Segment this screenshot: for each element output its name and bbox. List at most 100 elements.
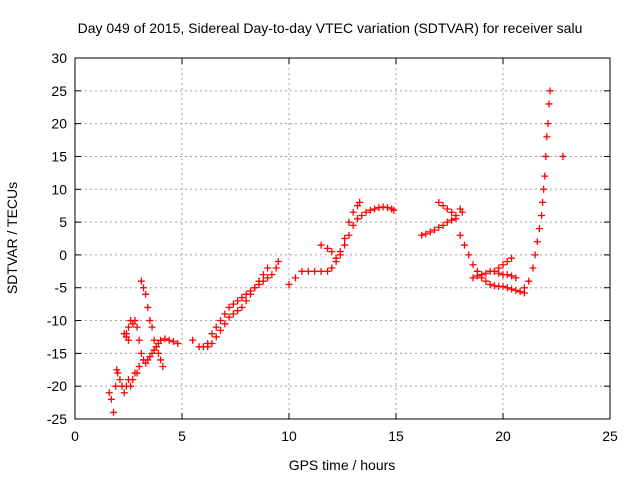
grid xyxy=(75,58,610,419)
data-point xyxy=(542,152,550,160)
data-point xyxy=(125,323,132,331)
data-point xyxy=(169,338,177,346)
data-point xyxy=(366,206,374,214)
data-point xyxy=(212,333,220,341)
data-point xyxy=(375,204,383,212)
data-point xyxy=(255,277,263,285)
data-point xyxy=(545,100,553,108)
plot-frame xyxy=(74,57,611,420)
data-point xyxy=(105,389,113,397)
data-point xyxy=(116,376,124,384)
data-point xyxy=(264,274,272,282)
data-point xyxy=(120,389,128,397)
data-point xyxy=(379,203,387,211)
data-point xyxy=(559,152,567,160)
data-point xyxy=(540,185,548,193)
data-point xyxy=(499,261,507,269)
data-point xyxy=(499,282,507,290)
data-point xyxy=(189,336,197,344)
data-point xyxy=(137,277,145,285)
y-tick-label: 20 xyxy=(51,116,67,132)
data-point xyxy=(229,310,237,318)
data-point xyxy=(452,212,460,220)
y-tick-label: -20 xyxy=(47,378,67,394)
data-point xyxy=(148,323,156,331)
data-point xyxy=(486,280,494,288)
data-point xyxy=(503,257,511,265)
data-point xyxy=(144,303,152,311)
data-point xyxy=(157,356,165,364)
data-point xyxy=(328,264,336,272)
x-tick-label: 15 xyxy=(388,428,404,444)
data-point xyxy=(133,369,141,377)
data-point xyxy=(478,271,486,279)
data-point xyxy=(234,297,242,305)
data-point xyxy=(443,218,451,226)
data-point xyxy=(317,267,325,275)
data-point xyxy=(208,340,216,348)
data-point xyxy=(317,241,325,249)
data-point xyxy=(495,264,503,272)
data-point xyxy=(332,254,340,262)
data-point xyxy=(328,248,336,256)
data-point xyxy=(272,264,280,272)
data-point xyxy=(129,376,137,384)
y-tick-label: -25 xyxy=(47,411,67,427)
data-point xyxy=(456,231,464,239)
y-tick-label: 5 xyxy=(59,214,67,230)
data-point xyxy=(152,343,160,351)
data-point xyxy=(242,297,250,305)
x-tick-label: 0 xyxy=(71,428,79,444)
data-point xyxy=(544,120,552,128)
data-point xyxy=(291,274,299,282)
data-point xyxy=(458,208,466,216)
data-point xyxy=(345,231,353,239)
data-point xyxy=(349,221,357,229)
data-point xyxy=(212,323,220,331)
data-point xyxy=(508,254,516,262)
data-point xyxy=(341,241,349,249)
data-point xyxy=(150,336,158,344)
data-point xyxy=(371,205,379,213)
data-point xyxy=(435,223,443,231)
data-point xyxy=(469,274,477,282)
data-point xyxy=(107,395,115,403)
data-point xyxy=(137,349,145,357)
data-point xyxy=(353,215,361,223)
data-point xyxy=(356,198,364,206)
data-point xyxy=(383,204,391,212)
data-point xyxy=(473,272,481,280)
data-point xyxy=(362,208,370,216)
data-point xyxy=(324,267,332,275)
data-point xyxy=(311,267,319,275)
data-point xyxy=(217,326,225,334)
data-point xyxy=(142,290,150,298)
data-point xyxy=(508,272,516,280)
data-point xyxy=(298,267,306,275)
data-point xyxy=(349,208,357,216)
y-tick-label: 15 xyxy=(51,148,67,164)
data-point xyxy=(541,172,549,180)
data-point xyxy=(520,284,528,292)
data-point xyxy=(238,303,246,311)
data-point xyxy=(431,226,439,234)
data-point xyxy=(204,343,212,351)
data-point xyxy=(439,221,447,229)
data-point xyxy=(490,282,498,290)
data-point xyxy=(217,317,225,325)
data-point xyxy=(443,205,451,213)
data-point xyxy=(125,336,132,344)
data-point xyxy=(336,248,344,256)
data-point xyxy=(543,133,551,141)
x-tick-label: 20 xyxy=(495,428,511,444)
data-point xyxy=(324,244,332,252)
data-point xyxy=(225,313,233,321)
data-point xyxy=(512,274,520,282)
y-tick-label: -10 xyxy=(47,313,67,329)
y-tick-label: -5 xyxy=(55,280,68,296)
data-point xyxy=(469,261,477,269)
y-tick-label: 30 xyxy=(51,50,67,66)
data-point xyxy=(234,307,242,315)
x-tick-label: 5 xyxy=(178,428,186,444)
data-point xyxy=(358,212,366,220)
